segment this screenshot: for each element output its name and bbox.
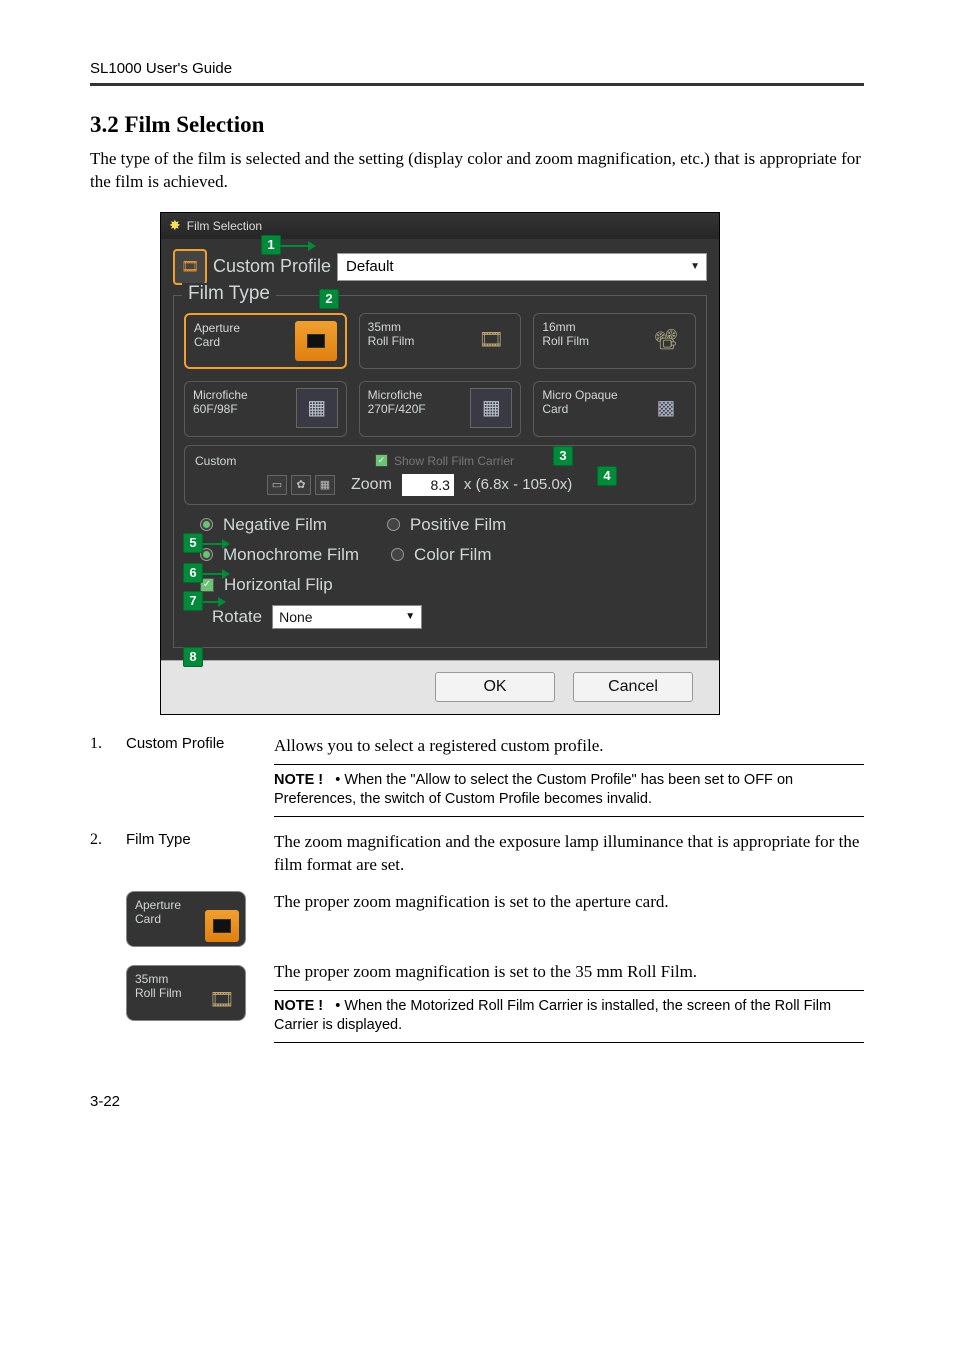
desc1-note: NOTE ! • When the "Allow to select the C… xyxy=(274,764,864,817)
callout-8: 8 xyxy=(183,647,203,667)
roll35-icon: 🎞 xyxy=(470,320,512,360)
check-icon: ✓ xyxy=(375,454,388,467)
custom-profile-label: Custom Profile xyxy=(213,256,331,277)
page-number: 3-22 xyxy=(90,1093,864,1110)
dialog-title: Film Selection xyxy=(187,219,262,233)
callout-2: 2 xyxy=(319,289,339,309)
zoom-range: x (6.8x - 105.0x) xyxy=(464,476,572,493)
section-title: 3.2 Film Selection xyxy=(90,112,864,138)
dialog-icon: ✸ xyxy=(169,217,181,234)
card-fiche1[interactable]: Microfiche 60F/98F ▦ xyxy=(184,381,347,437)
hflip-label: Horizontal Flip xyxy=(224,575,333,595)
fiche2-icon: ▦ xyxy=(470,388,512,428)
rotate-select[interactable]: None ▼ xyxy=(272,605,422,629)
custom-profile-value: Default xyxy=(346,258,394,275)
negative-label: Negative Film xyxy=(223,515,327,535)
desc1-num: 1. xyxy=(90,735,108,817)
callout-3: 3 xyxy=(553,446,573,466)
desc2-note: NOTE ! • When the Motorized Roll Film Ca… xyxy=(274,990,864,1043)
card-opaque[interactable]: Micro Opaque Card ▩ xyxy=(533,381,696,437)
zoom-input[interactable]: 8.3 xyxy=(402,474,454,496)
positive-label: Positive Film xyxy=(410,515,506,535)
desc1-body: Allows you to select a registered custom… xyxy=(274,735,864,758)
chevron-down-icon: ▼ xyxy=(405,611,415,622)
film-selection-dialog: ✸ Film Selection 1 2 3 4 5 6 7 8 🎞 xyxy=(160,212,720,715)
desc2-body: The zoom magnification and the exposure … xyxy=(274,831,864,877)
color-label: Color Film xyxy=(414,545,491,565)
cancel-button[interactable]: Cancel xyxy=(573,672,693,702)
film-type-legend: Film Type xyxy=(182,283,276,305)
zoom-label: Zoom xyxy=(351,476,392,494)
card-fiche2[interactable]: Microfiche 270F/420F ▦ xyxy=(359,381,522,437)
desc2-sub2: The proper zoom magnification is set to … xyxy=(274,961,864,984)
dialog-titlebar: ✸ Film Selection xyxy=(161,213,719,239)
desc2-label: Film Type xyxy=(126,831,256,877)
callout-7: 7 xyxy=(183,591,203,611)
callout-4: 4 xyxy=(597,466,617,486)
aperture-icon xyxy=(205,910,239,942)
thumb-aperture: Aperture Card xyxy=(126,891,246,947)
mono-label: Monochrome Film xyxy=(223,545,359,565)
callout-1: 1 xyxy=(261,235,281,255)
radio-negative[interactable] xyxy=(200,518,213,531)
desc2-sub1: The proper zoom magnification is set to … xyxy=(274,885,864,947)
rotate-label: Rotate xyxy=(212,607,262,627)
roll16-icon: 📽 xyxy=(645,320,687,360)
fiche-icon: ▦ xyxy=(296,388,338,428)
intro-text: The type of the film is selected and the… xyxy=(90,148,864,194)
chevron-down-icon: ▼ xyxy=(690,261,700,272)
doc-header: SL1000 User's Guide xyxy=(90,60,864,86)
thumb-roll35: 35mm Roll Film 🎞 xyxy=(126,965,246,1021)
opaque-icon: ▩ xyxy=(645,388,687,428)
profile-icon: 🎞 xyxy=(173,249,207,285)
show-carrier-check: ✓ Show Roll Film Carrier xyxy=(375,454,514,468)
aperture-icon xyxy=(295,321,337,361)
radio-positive[interactable] xyxy=(387,518,400,531)
ok-button[interactable]: OK xyxy=(435,672,555,702)
card-roll16[interactable]: 16mm Roll Film 📽 xyxy=(533,313,696,369)
callout-6: 6 xyxy=(183,563,203,583)
custom-mini-icons: ▭✿▦ xyxy=(267,475,335,495)
card-aperture[interactable]: Aperture Card xyxy=(184,313,347,369)
desc1-label: Custom Profile xyxy=(126,735,256,817)
roll35-icon: 🎞 xyxy=(205,984,239,1016)
card-custom[interactable]: Custom ✓ Show Roll Film Carrier ▭✿▦ Zoom… xyxy=(184,445,696,505)
desc2-num: 2. xyxy=(90,831,108,877)
radio-color[interactable] xyxy=(391,548,404,561)
card-roll35[interactable]: 35mm Roll Film 🎞 xyxy=(359,313,522,369)
callout-5: 5 xyxy=(183,533,203,553)
custom-profile-select[interactable]: Default ▼ xyxy=(337,253,707,281)
